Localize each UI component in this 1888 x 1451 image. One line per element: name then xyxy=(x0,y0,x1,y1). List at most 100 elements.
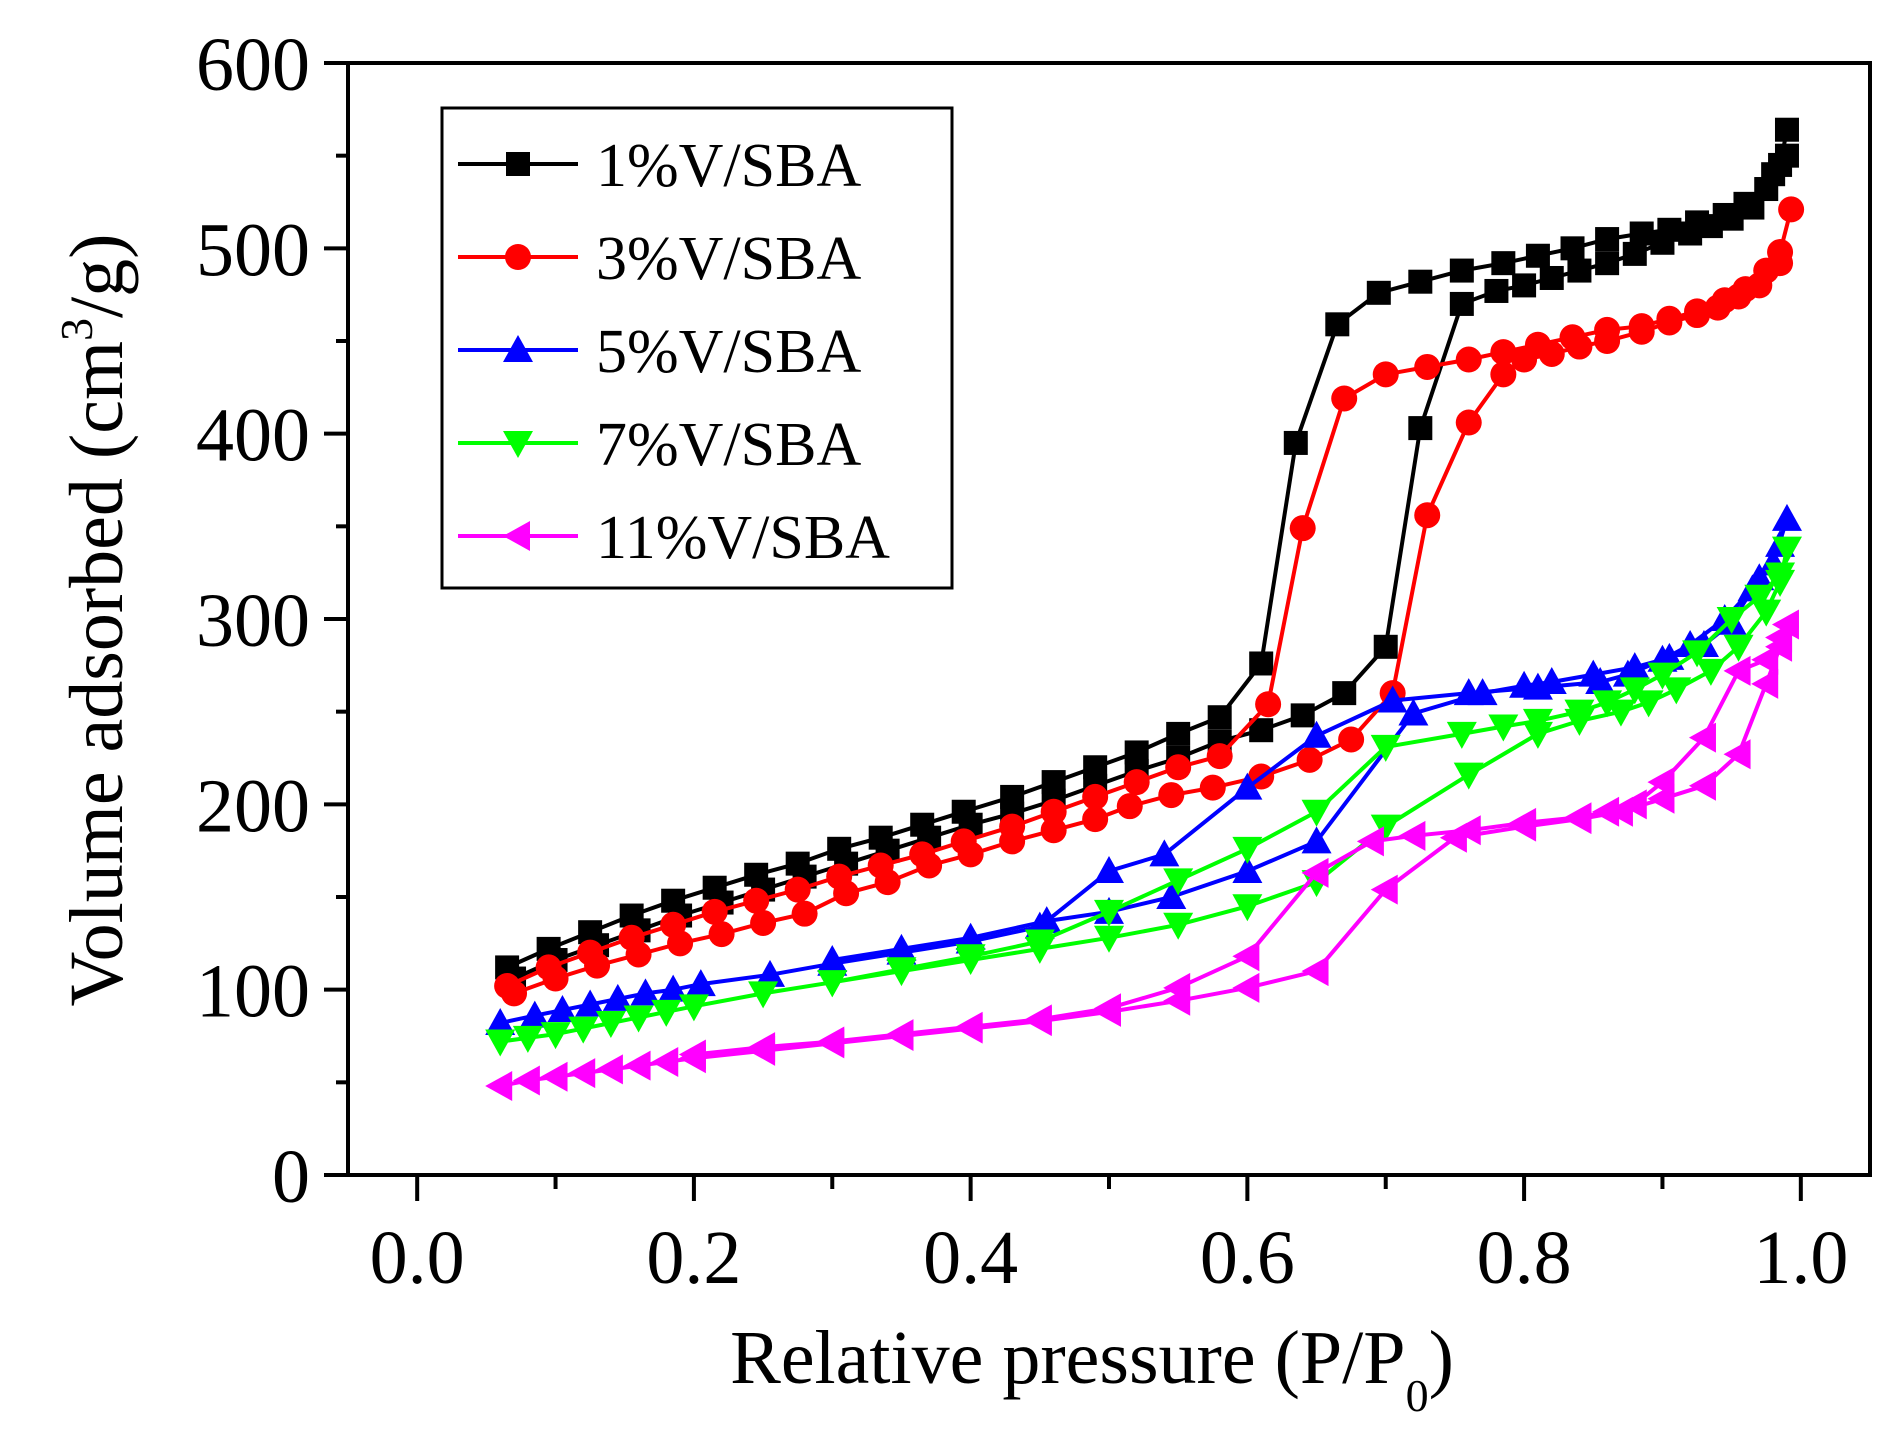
series-4-adsorption-point xyxy=(1605,699,1636,727)
series-2-desorption-point xyxy=(542,965,569,992)
series-1-desorption-point xyxy=(1678,221,1703,246)
series-4-adsorption-point xyxy=(1232,894,1263,922)
series-3-adsorption-point xyxy=(1377,685,1408,713)
series-4-adsorption-point xyxy=(678,994,709,1022)
series-3-adsorption-point xyxy=(685,969,716,997)
series-2-desorption-point xyxy=(1338,726,1365,753)
series-2-desorption-point xyxy=(999,828,1026,855)
legend-marker xyxy=(503,521,530,551)
series-1-desorption-point xyxy=(1539,265,1564,290)
series-3-desorption-point xyxy=(1619,652,1650,680)
y-tick-label: 0 xyxy=(272,1135,310,1219)
series-2-desorption-point xyxy=(1490,361,1517,388)
series-3-adsorption-point xyxy=(602,983,633,1011)
series-3-desorption-point xyxy=(1744,563,1775,591)
series-2-adsorption-point xyxy=(1372,361,1399,388)
series-1-desorption-point xyxy=(1567,258,1592,283)
series-2-desorption-point xyxy=(501,980,528,1007)
series-2-desorption-point xyxy=(1656,309,1683,336)
series-5-adsorption-point xyxy=(1301,956,1329,987)
x-tick-label: 0.2 xyxy=(646,1216,741,1300)
series-2-adsorption-point xyxy=(1206,743,1233,770)
series-5-desorption-point xyxy=(1398,820,1426,851)
series-4-adsorption-point xyxy=(512,1025,543,1053)
series-4-desorption-point xyxy=(1094,899,1124,927)
series-3-desorption-point xyxy=(955,922,986,950)
series-2-adsorption-point xyxy=(1289,515,1316,542)
series-2-desorption-point xyxy=(1566,333,1593,360)
series-1-adsorption-point xyxy=(1366,280,1391,305)
series-2-desorption-point xyxy=(1746,272,1773,299)
series-5-desorption-point xyxy=(1232,941,1260,972)
series-2-desorption-point xyxy=(1725,283,1752,310)
x-tick-label: 0.4 xyxy=(923,1216,1018,1300)
series-5-adsorption-point xyxy=(512,1065,540,1096)
series-1-desorption-point xyxy=(1484,278,1509,303)
series-3-desorption-point xyxy=(886,933,917,961)
series-3-desorption-point xyxy=(1398,698,1429,726)
legend-item: 7%V/SBA xyxy=(458,411,861,479)
series-2-adsorption-point xyxy=(1455,346,1482,373)
series-5-desorption-point xyxy=(1751,644,1779,675)
series-4-adsorption-point xyxy=(1695,658,1726,686)
legend-label: 3%V/SBA xyxy=(596,225,861,293)
series-1-adsorption-point xyxy=(1491,251,1516,276)
y-tick-label: 200 xyxy=(196,764,310,848)
series-4-adsorption-point xyxy=(568,1016,599,1044)
legend-label: 11%V/SBA xyxy=(596,504,890,572)
series-1-desorption-point xyxy=(1622,241,1647,266)
series-5-desorption-point xyxy=(1647,767,1675,798)
x-tick-label: 0.6 xyxy=(1200,1216,1295,1300)
series-4-adsorption-point xyxy=(540,1022,571,1050)
series-1-desorption-point xyxy=(1408,416,1433,441)
series-5-desorption-point xyxy=(1723,655,1751,686)
series-layer xyxy=(485,117,1805,1102)
series-2-desorption-point xyxy=(1040,817,1067,844)
series-4-desorption-point xyxy=(1592,690,1623,718)
y-tick-label: 600 xyxy=(196,23,310,107)
series-4-desorption-point xyxy=(1446,721,1477,749)
x-tick-label: 0.8 xyxy=(1477,1216,1572,1300)
series-4-desorption-point xyxy=(1619,677,1650,705)
y-axis-title-main: Volume adsorbed (cm xyxy=(55,341,139,1007)
series-5-desorption-point xyxy=(748,1032,776,1063)
series-5-desorption-point xyxy=(817,1026,845,1057)
series-4-desorption-point xyxy=(817,970,848,998)
series-3-adsorption-point xyxy=(575,989,606,1017)
series-4-adsorption-point xyxy=(485,1029,516,1057)
x-axis: 0.0 0.2 0.4 0.6 0.8 1.0 xyxy=(370,1175,1848,1300)
series-1-desorption-point xyxy=(1698,214,1723,239)
series-4-adsorption-point xyxy=(595,1011,626,1039)
series-4-desorption-point xyxy=(1370,734,1401,762)
series-1-desorption-point xyxy=(1719,206,1744,231)
series-3-adsorption-line xyxy=(499,518,1789,1025)
series-1-adsorption-point xyxy=(1207,705,1232,730)
series-5-adsorption-point xyxy=(485,1071,513,1102)
series-4-adsorption-point xyxy=(1163,912,1194,940)
x-axis-title-subscript: 0 xyxy=(1406,1370,1429,1421)
series-3-adsorption-point xyxy=(1771,503,1802,531)
series-2-desorption-point xyxy=(584,952,611,979)
series-5-adsorption-point xyxy=(1688,770,1716,801)
series-5-desorption-point xyxy=(1356,826,1384,857)
series-1-adsorption-point xyxy=(1525,243,1550,268)
y-tick-label: 300 xyxy=(196,579,310,663)
series-2-desorption-point xyxy=(1199,774,1226,801)
legend-label: 7%V/SBA xyxy=(596,411,861,479)
series-5-desorption-line xyxy=(693,636,1782,1057)
series-3-adsorption-point xyxy=(755,959,786,987)
series-2-desorption-point xyxy=(1767,250,1794,277)
series-5-desorption-point xyxy=(1765,622,1793,653)
y-axis-title: Volume adsorbed (cm3/g) xyxy=(51,234,139,1007)
series-1-desorption-point xyxy=(1512,273,1537,298)
series-4-adsorption-point xyxy=(1453,762,1484,790)
series-4-desorption-point xyxy=(1765,562,1796,590)
series-4-adsorption-point xyxy=(1771,536,1802,564)
series-4-desorption-point xyxy=(955,944,986,972)
series-3-desorption-point xyxy=(817,945,848,973)
series-5-adsorption-point xyxy=(1232,972,1260,1003)
legend-marker xyxy=(503,431,533,458)
series-4-adsorption-point xyxy=(623,1005,654,1033)
series-2-adsorption-point xyxy=(701,898,728,925)
